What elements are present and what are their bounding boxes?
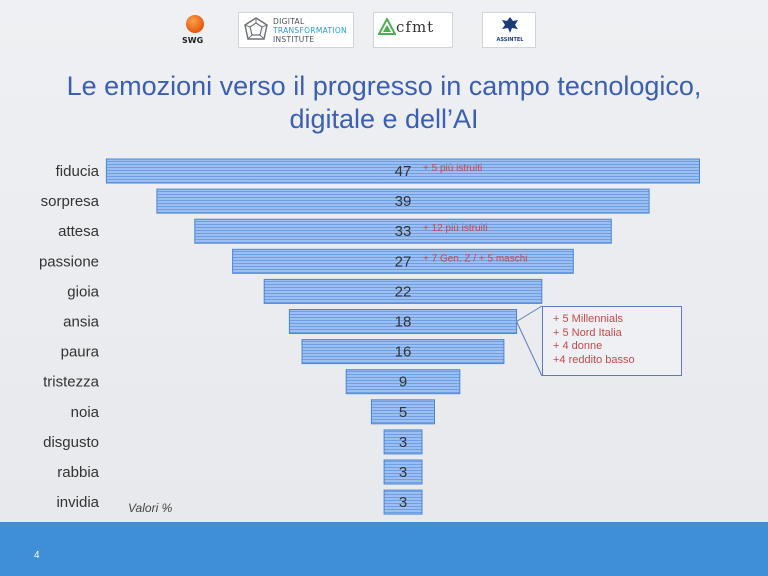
- category-label-attesa: attesa: [58, 223, 100, 240]
- bar-rabbia: [383, 459, 423, 485]
- dodecahedron-icon: [244, 17, 268, 40]
- note-attesa: + 12 più istruiti: [423, 223, 488, 234]
- callout-line: + 5 Millennials: [553, 313, 624, 325]
- category-label-passione: passione: [39, 253, 99, 270]
- category-label-ansia: ansia: [63, 314, 100, 331]
- value-label-ansia: 18: [395, 314, 412, 331]
- category-label-invidia: invidia: [56, 494, 99, 511]
- dti-line-3: INSTITUTE: [273, 35, 315, 44]
- ansia-callout: + 5 Millennials + 5 Nord Italia + 4 donne +…: [542, 306, 682, 376]
- bar-paura: [301, 339, 505, 365]
- bar-ansia: [288, 309, 518, 334]
- title-line-2: digitale e dell’AI: [289, 104, 479, 134]
- dti-logo-text: DIGITAL TRANSFORMATION INSTITUTE: [273, 17, 347, 44]
- note-fiducia: + 5 più istruiti: [423, 163, 482, 174]
- value-label-paura: 16: [395, 344, 412, 361]
- category-label-tristezza: tristezza: [43, 374, 100, 391]
- value-label-fiducia: 47: [395, 163, 412, 180]
- title-line-1: Le emozioni verso il progresso in campo …: [66, 71, 702, 101]
- swg-logo-text: SWG: [182, 36, 204, 45]
- dti-line-1: DIGITAL: [273, 17, 305, 26]
- value-label-passione: 27: [395, 253, 412, 270]
- swg-logo: SWG: [180, 12, 210, 48]
- callout-line: + 5 Nord Italia: [553, 326, 622, 339]
- bar-attesa: [194, 218, 612, 244]
- bar-tristezza: [345, 369, 461, 395]
- assintel-logo: ASSINTEL: [482, 12, 536, 48]
- category-label-noia: noia: [71, 404, 100, 421]
- logo-bar: SWG DIGITAL TRANSFORMATION INSTITUTE cfm…: [0, 12, 768, 52]
- emotions-chart: fiducia 47 + 5 più istruiti sorpresa 39 attes…: [0, 156, 768, 522]
- swg-ball-icon: [186, 15, 204, 33]
- callout-connector-1: [516, 321, 543, 377]
- footer-bar: 4: [0, 522, 768, 576]
- eagle-icon: [502, 17, 518, 33]
- bar-disgusto: [383, 429, 423, 455]
- cfmt-triangle-icon: [378, 18, 396, 35]
- page-title: Le emozioni verso il progresso in campo …: [0, 70, 768, 136]
- callout-line: + 4 donne: [553, 340, 603, 352]
- note-passione: + 7 Gen. Z / + 5 maschi: [423, 253, 528, 264]
- value-label-gioia: 22: [395, 283, 412, 300]
- dti-logo: DIGITAL TRANSFORMATION INSTITUTE: [238, 12, 354, 48]
- value-label-rabbia: 3: [399, 464, 407, 481]
- category-label-paura: paura: [61, 344, 100, 361]
- category-label-sorpresa: sorpresa: [41, 193, 100, 210]
- category-label-gioia: gioia: [67, 283, 99, 300]
- unit-note: Valori %: [128, 501, 173, 515]
- bar-passione: [232, 248, 574, 274]
- value-label-noia: 5: [399, 404, 407, 421]
- value-label-attesa: 33: [395, 223, 412, 240]
- value-label-tristezza: 9: [399, 374, 407, 391]
- category-label-disgusto: disgusto: [43, 434, 99, 451]
- callout-line: +4 reddito basso: [553, 353, 635, 366]
- bar-invidia: [383, 489, 423, 515]
- category-label-fiducia: fiducia: [56, 163, 100, 180]
- bar-sorpresa: [156, 188, 650, 214]
- category-label-rabbia: rabbia: [57, 464, 99, 481]
- value-label-disgusto: 3: [399, 434, 407, 451]
- dti-line-2: TRANSFORMATION: [273, 26, 347, 35]
- bar-fiducia: [105, 158, 700, 184]
- callout-connector-0: [516, 305, 543, 322]
- value-label-sorpresa: 39: [395, 193, 412, 210]
- value-label-invidia: 3: [399, 494, 407, 511]
- assintel-logo-text: ASSINTEL: [496, 37, 524, 43]
- bar-gioia: [263, 278, 543, 304]
- cfmt-logo: cfmt: [373, 12, 453, 48]
- cfmt-logo-text: cfmt: [396, 18, 435, 36]
- page-number: 4: [34, 550, 40, 561]
- bar-noia: [370, 399, 435, 425]
